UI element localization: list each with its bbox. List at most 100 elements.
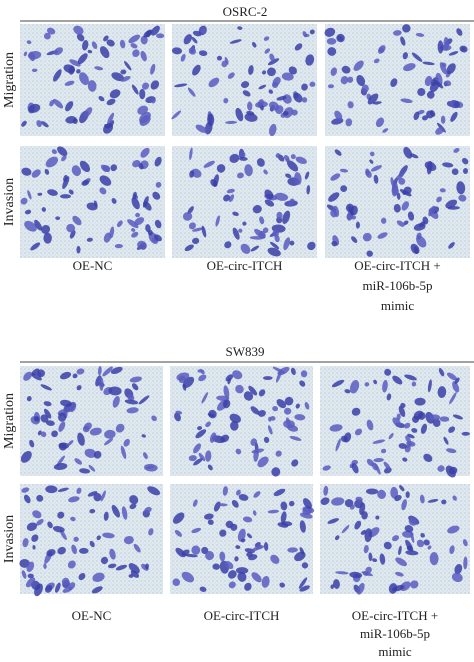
cell	[222, 486, 228, 496]
column-label: miR-106b-5p	[362, 278, 432, 293]
cell	[445, 448, 457, 454]
cell	[427, 498, 439, 503]
cell	[423, 539, 430, 546]
cell	[171, 47, 183, 55]
cell	[47, 189, 58, 196]
cell	[123, 438, 130, 447]
cell	[349, 504, 355, 510]
cell	[454, 563, 463, 575]
cell	[383, 461, 391, 471]
cell	[34, 219, 43, 231]
cell	[289, 240, 295, 246]
cell	[33, 416, 40, 422]
cell	[142, 452, 148, 460]
cell	[276, 96, 287, 101]
cell	[349, 380, 360, 394]
cell	[267, 509, 280, 514]
cell	[404, 525, 414, 533]
micrograph	[320, 484, 470, 595]
cell	[299, 585, 310, 592]
cell	[193, 458, 203, 466]
cell	[96, 535, 101, 541]
cell	[405, 550, 419, 556]
cell	[205, 450, 212, 462]
cell	[421, 115, 429, 121]
cell	[216, 164, 226, 173]
cell	[203, 513, 214, 520]
cell	[79, 72, 89, 86]
cell	[207, 519, 214, 525]
cell	[171, 110, 182, 120]
cell	[120, 69, 127, 75]
cell	[426, 160, 433, 175]
cell	[449, 545, 455, 555]
cell	[437, 465, 445, 472]
cell	[394, 494, 402, 502]
cell	[448, 242, 455, 249]
cell	[174, 412, 181, 422]
cell	[395, 571, 404, 577]
cell	[299, 520, 306, 533]
cell	[373, 174, 379, 184]
cell	[198, 452, 206, 462]
cell	[373, 58, 380, 64]
cell	[175, 410, 183, 415]
cell	[41, 121, 49, 128]
cell	[71, 544, 77, 555]
column-label: OE-NC	[72, 608, 112, 623]
cell	[111, 504, 121, 518]
cell	[93, 493, 102, 502]
cell	[68, 189, 74, 195]
cell	[279, 582, 285, 588]
cell	[57, 546, 66, 555]
micrograph	[170, 366, 313, 477]
cell	[154, 156, 162, 167]
cell	[244, 582, 252, 591]
cell	[82, 426, 90, 433]
cell	[248, 65, 254, 75]
cell	[109, 89, 121, 99]
column-label: mimic	[381, 298, 414, 313]
cell	[150, 80, 160, 90]
cell	[240, 243, 251, 254]
cell	[257, 99, 264, 107]
cell	[55, 216, 61, 221]
cell	[451, 572, 463, 582]
cell	[365, 170, 372, 178]
cell	[453, 147, 460, 153]
cell	[115, 423, 125, 433]
cell	[331, 240, 338, 247]
cell	[428, 205, 436, 217]
cell	[365, 566, 372, 574]
cell	[405, 491, 410, 499]
cell	[463, 556, 468, 570]
cell	[448, 51, 459, 56]
cell	[205, 551, 215, 561]
cell	[392, 375, 403, 385]
cell	[108, 386, 122, 396]
cell	[302, 31, 308, 38]
cell	[369, 159, 374, 164]
cell	[446, 63, 456, 75]
cell	[295, 403, 300, 409]
cell	[116, 220, 123, 228]
cell	[356, 582, 365, 595]
cell	[53, 463, 68, 471]
cell	[364, 528, 373, 543]
cell	[230, 420, 239, 431]
cell	[131, 84, 139, 95]
cell	[111, 72, 124, 82]
cell	[398, 545, 402, 556]
cell	[282, 111, 289, 116]
cell	[216, 395, 230, 401]
cell	[102, 366, 113, 377]
cell	[58, 412, 67, 422]
cell	[353, 60, 364, 71]
cell	[127, 219, 139, 229]
cell	[213, 174, 219, 187]
cell	[187, 206, 194, 215]
panel: OSRC-2 Migration Invasion OE-NC OE-circ-ITCH…	[2, 4, 474, 313]
cell	[78, 547, 89, 554]
cell	[382, 128, 389, 133]
